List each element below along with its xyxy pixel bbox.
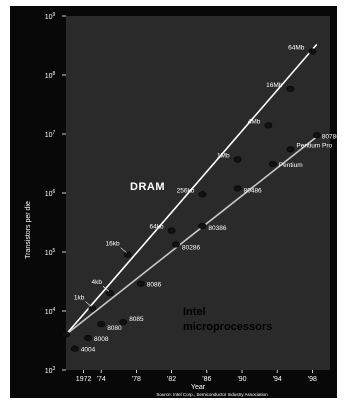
dram-point-label: 1Mb xyxy=(217,152,230,159)
intel-microprocessors-trend-line xyxy=(65,136,318,336)
dram-label-leader xyxy=(85,301,92,307)
dram-point xyxy=(233,156,242,163)
dram-point-label: 16Mb xyxy=(266,82,283,89)
dram-point-label: 256kb xyxy=(177,187,195,194)
y-tick-label: 109 xyxy=(45,12,56,21)
data-point-layer: 1kb 4kb 16kb 64kb 256kb 1Mb 4Mb 16Mb 64Mb 4004 800… xyxy=(62,45,340,354)
y-tick-label: 103 xyxy=(45,366,56,375)
intel-microprocessors-point-label: Pentium xyxy=(279,162,303,169)
source-note: Source: Intel Corp., Semiconductor Indus… xyxy=(156,392,268,397)
dram-point xyxy=(88,305,97,312)
dram-point xyxy=(106,290,114,297)
x-tick-label: '74 xyxy=(97,376,106,383)
dram-point-label: 64Mb xyxy=(288,45,305,52)
dram-point xyxy=(167,227,176,234)
x-tick-label: 1972 xyxy=(76,376,92,383)
x-tick-label: '94 xyxy=(273,376,282,383)
intel-microprocessors-point-label: 8086 xyxy=(147,282,162,289)
dram-point-label: 4kb xyxy=(92,279,103,286)
dram-point-label: 64kb xyxy=(149,224,163,231)
intel-microprocessors-point xyxy=(136,280,145,287)
y-axis-title: Transistors per die xyxy=(25,201,32,259)
dram-point xyxy=(198,191,207,198)
intel-microprocessors-point-label: 80386 xyxy=(208,225,226,232)
intel-microprocessors-point xyxy=(70,345,79,352)
dram-point-label: 4Mb xyxy=(248,118,261,125)
y-tick-label: 107 xyxy=(45,130,56,139)
axis-layer: 103 104 105 106 107 108 109 1972 '74 '78 '82 '86 '90… xyxy=(45,12,317,383)
dram-series-label: DRAM xyxy=(130,181,165,193)
intel-microprocessors-point-label: 80286 xyxy=(182,245,200,252)
dram-point xyxy=(62,331,70,338)
plot-area xyxy=(66,16,330,370)
intel-microprocessors-point-label: 4004 xyxy=(81,347,96,354)
x-tick-label: '98 xyxy=(308,376,317,383)
x-tick-label: '86 xyxy=(202,376,211,383)
intel-microprocessors-point xyxy=(233,185,242,192)
intel-microprocessors-point xyxy=(119,318,128,326)
dram-label-leader xyxy=(120,247,127,253)
y-tick-label: 104 xyxy=(45,307,56,316)
intel-microprocessors-point xyxy=(172,241,180,248)
dram-trend-line xyxy=(65,43,318,336)
intel-microprocessors-point-label: 8085 xyxy=(129,316,144,323)
x-tick-label: '78 xyxy=(132,376,141,383)
dram-point xyxy=(123,251,132,258)
intel-series-label-line2: microprocessors xyxy=(183,321,272,333)
y-tick-label: 108 xyxy=(45,71,56,80)
x-tick-label: '82 xyxy=(167,376,176,383)
intel-microprocessors-point xyxy=(312,132,321,139)
intel-microprocessors-point xyxy=(286,146,295,153)
dram-point-label: 1kb xyxy=(74,295,85,302)
intel-microprocessors-point xyxy=(97,320,106,328)
dram-point xyxy=(308,48,317,55)
intel-microprocessors-point-label: Pentium Pro xyxy=(296,142,332,149)
intel-microprocessors-point-label: 8080 xyxy=(107,325,122,332)
dram-point xyxy=(264,122,273,129)
dram-point xyxy=(286,85,295,93)
x-axis-title: Year xyxy=(191,384,206,391)
intel-series-label-line1: Intel xyxy=(183,306,206,318)
intel-microprocessors-point-label: 80786 xyxy=(322,133,340,140)
intel-microprocessors-point-label: 80486 xyxy=(244,187,262,194)
intel-microprocessors-point xyxy=(84,334,92,342)
dram-label-leader xyxy=(102,286,110,292)
y-tick-label: 105 xyxy=(45,248,56,257)
x-tick-label: '90 xyxy=(237,376,246,383)
trend-line-layer xyxy=(65,43,318,336)
y-tick-label: 106 xyxy=(45,189,56,198)
intel-microprocessors-point xyxy=(198,222,207,230)
intel-microprocessors-point-label: 8008 xyxy=(94,336,109,343)
dram-point-label: 16kb xyxy=(105,241,119,248)
intel-microprocessors-point xyxy=(268,160,277,168)
